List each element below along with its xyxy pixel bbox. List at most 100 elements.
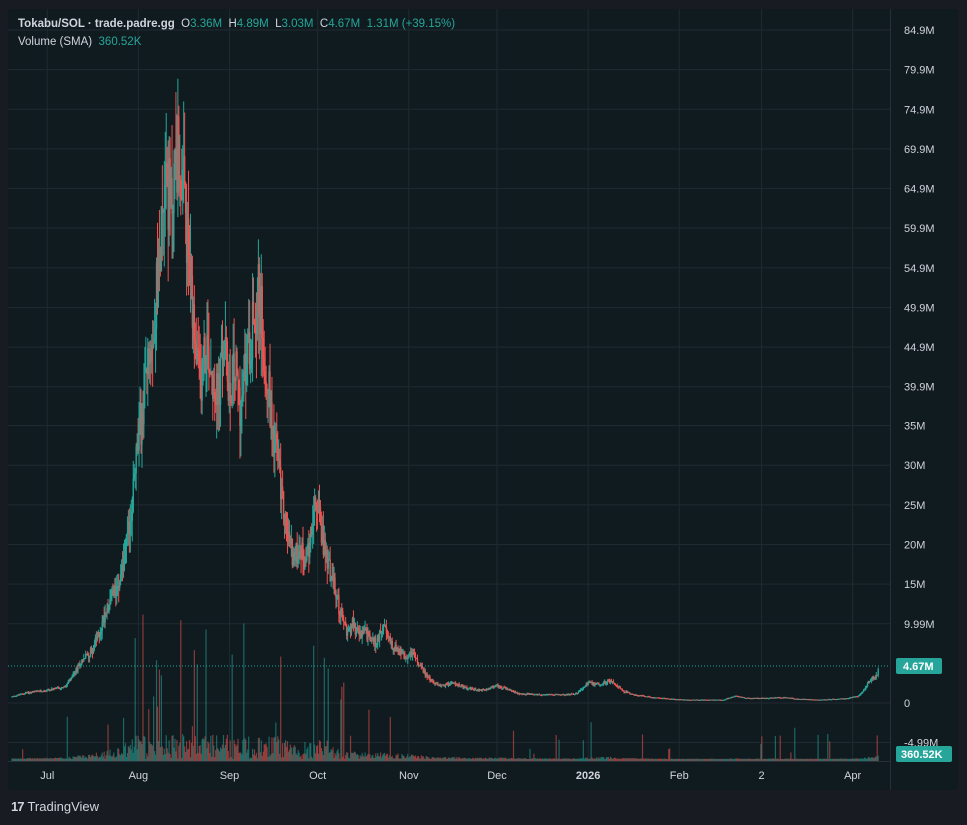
- volume-bar: [86, 757, 88, 761]
- candle-body: [32, 691, 35, 693]
- volume-bar: [702, 758, 704, 761]
- candle-body: [585, 683, 587, 686]
- candle-body: [482, 689, 485, 691]
- volume-bar: [624, 758, 626, 761]
- candle-body: [697, 699, 699, 701]
- volume-bar: [307, 746, 309, 761]
- volume-bar: [869, 758, 872, 761]
- volume-bar: [579, 758, 582, 761]
- candle-body: [182, 155, 185, 170]
- candle-body: [283, 518, 286, 524]
- chart-canvas[interactable]: 84.9M79.9M74.9M69.9M64.9M59.9M54.9M49.9M…: [8, 9, 958, 790]
- candle-body: [395, 645, 397, 652]
- volume-bar: [156, 706, 159, 761]
- volume-bar: [253, 749, 256, 761]
- candle-body: [55, 687, 58, 689]
- volume-bar: [483, 758, 485, 761]
- volume-bar: [313, 645, 315, 761]
- candle-body: [281, 486, 284, 492]
- candle-body: [475, 690, 478, 692]
- volume-bar: [798, 758, 800, 761]
- candle-body: [784, 697, 786, 699]
- candle-body: [195, 343, 197, 364]
- candle-body: [829, 699, 832, 701]
- volume-bar: [381, 755, 384, 761]
- volume-bar: [759, 758, 761, 761]
- last-price-badge: 4.67M: [896, 657, 942, 674]
- volume-bar: [787, 758, 789, 761]
- volume-bar: [767, 758, 769, 761]
- volume-bar: [339, 758, 341, 761]
- time-tick-label: Dec: [487, 770, 507, 782]
- volume-bar: [27, 758, 30, 761]
- volume-bar: [351, 752, 354, 761]
- candle-body: [772, 697, 775, 699]
- candle-body: [409, 651, 412, 656]
- volume-bar: [104, 758, 106, 761]
- volume-bar: [310, 743, 312, 761]
- volume-bar: [28, 757, 31, 761]
- candle-body: [501, 687, 503, 689]
- volume-bar: [640, 758, 643, 761]
- volume-bar: [110, 755, 112, 761]
- volume-bar: [769, 758, 772, 761]
- volume-bar: [530, 758, 532, 761]
- volume-bar: [562, 758, 564, 761]
- candle-body: [339, 613, 341, 617]
- candle-body: [770, 697, 773, 699]
- candle-body: [223, 357, 226, 360]
- chart-background: [8, 9, 958, 790]
- volume-bar: [544, 758, 547, 761]
- candle-body: [589, 682, 591, 684]
- volume-bar: [372, 754, 374, 761]
- candle-body: [628, 692, 630, 694]
- candle-body: [633, 693, 635, 696]
- candle-body: [719, 699, 721, 701]
- volume-bar: [152, 745, 154, 761]
- candle-body: [126, 532, 129, 535]
- candle-body: [160, 206, 163, 272]
- volume-bar: [157, 740, 160, 761]
- volume-bar: [688, 758, 690, 761]
- volume-bar: [563, 758, 565, 761]
- volume-bar: [148, 709, 150, 761]
- candle-body: [132, 478, 134, 512]
- candle-body: [656, 697, 658, 699]
- volume-bar: [638, 758, 641, 761]
- candle-body: [93, 644, 96, 649]
- candle-body: [478, 689, 481, 691]
- candle-body: [95, 637, 98, 640]
- candle-body: [419, 664, 422, 666]
- candle-body: [867, 680, 870, 683]
- candle-body: [275, 433, 277, 439]
- volume-bar: [630, 758, 632, 761]
- candle-body: [492, 686, 494, 688]
- volume-bar: [132, 752, 134, 761]
- volume-bar: [275, 722, 277, 761]
- volume-bar: [280, 656, 282, 761]
- volume-bar: [593, 758, 595, 761]
- volume-bar: [25, 758, 28, 761]
- candle-body: [540, 695, 543, 697]
- volume-bar: [329, 752, 331, 761]
- candle-body: [213, 391, 215, 399]
- chart-frame[interactable]: 84.9M 79.9M 74.9M 69.9M 64.9M 59.9M 54.9M 49.9M…: [8, 9, 958, 790]
- candle-body: [66, 683, 68, 686]
- volume-bar: [214, 757, 216, 761]
- volume-bar: [235, 746, 237, 761]
- volume-bar: [378, 755, 380, 761]
- volume-bar: [705, 758, 708, 761]
- candle-body: [644, 696, 647, 698]
- volume-bar: [59, 757, 62, 761]
- volume-bar: [211, 756, 213, 761]
- volume-bar: [206, 748, 208, 761]
- candle-body: [729, 697, 731, 699]
- candle-body: [707, 699, 710, 701]
- volume-bar: [389, 717, 391, 761]
- candle-body: [48, 689, 50, 691]
- volume-bar: [224, 744, 226, 761]
- candle-body: [180, 179, 182, 199]
- candle-body: [801, 698, 804, 700]
- candle-body: [328, 559, 330, 561]
- footer-branding[interactable]: 17 TradingView: [11, 799, 99, 814]
